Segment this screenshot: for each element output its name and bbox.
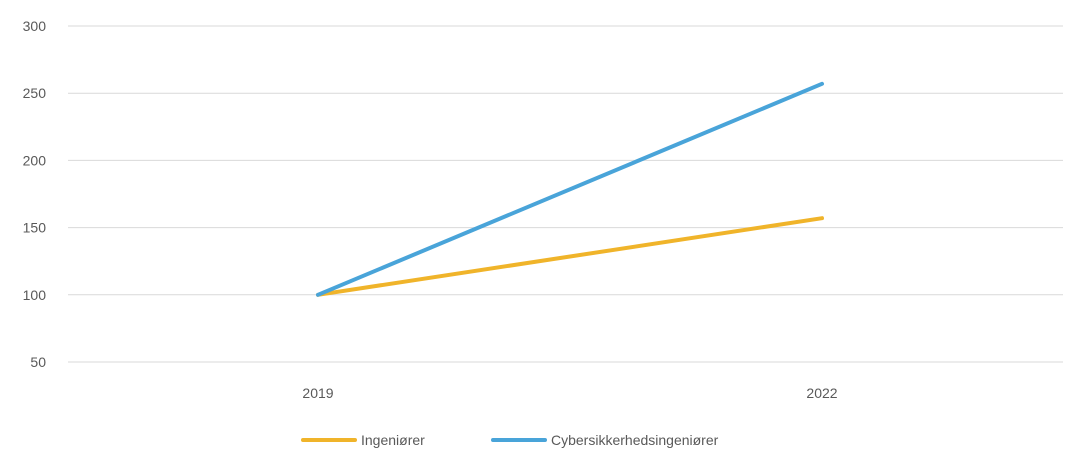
y-tick-label: 100 bbox=[23, 287, 47, 303]
y-tick-label: 300 bbox=[23, 18, 47, 34]
x-tick-label: 2019 bbox=[302, 385, 333, 401]
gridlines bbox=[68, 25, 1063, 363]
series-lines bbox=[316, 81, 824, 297]
y-tick-label: 200 bbox=[23, 152, 47, 168]
y-axis: 50 100 150 200 250 300 bbox=[23, 18, 47, 370]
series-line-1 bbox=[316, 81, 824, 297]
legend: Ingeniører Cybersikkerhedsingeniører bbox=[301, 432, 719, 448]
y-tick-label: 250 bbox=[23, 85, 47, 101]
y-tick-label: 50 bbox=[30, 354, 46, 370]
y-tick-label: 150 bbox=[23, 220, 47, 236]
x-tick-label: 2022 bbox=[806, 385, 837, 401]
x-axis: 2019 2022 bbox=[302, 385, 837, 401]
legend-label: Ingeniører bbox=[361, 432, 425, 448]
series-line-0 bbox=[316, 216, 824, 297]
legend-label: Cybersikkerhedsingeniører bbox=[551, 432, 719, 448]
